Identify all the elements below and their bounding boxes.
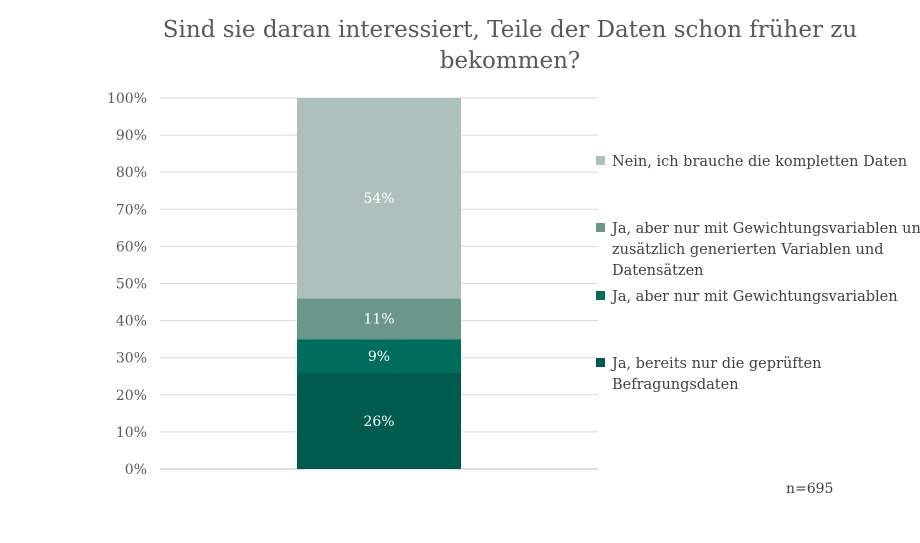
bar-segment-1 — [297, 372, 461, 469]
bar-segment-2 — [297, 339, 461, 373]
y-tick-label: 90% — [116, 128, 147, 144]
data-label-2: 9% — [368, 349, 390, 365]
legend-item-gepruefte-daten: Ja, bereits nur die geprüften Befragungs… — [596, 354, 852, 396]
bar-segment-3 — [297, 298, 461, 340]
chart-title-line-2: bekommen? — [439, 48, 581, 74]
y-tick-label: 70% — [116, 202, 147, 218]
data-label-4: 54% — [363, 191, 394, 207]
y-tick-label: 50% — [116, 277, 147, 293]
data-label-3: 11% — [363, 312, 394, 328]
legend-item-gewichtung: Ja, aber nur mit Gewichtungsvariablen — [596, 287, 920, 308]
y-tick-label: 100% — [107, 91, 147, 107]
y-tick-label: 80% — [116, 165, 147, 181]
sample-size-note: n=695 — [786, 481, 834, 497]
legend-item-nein: Nein, ich brauche die kompletten Daten — [596, 152, 920, 173]
y-tick-label: 40% — [116, 314, 147, 330]
legend-swatch-gepruefte-daten — [596, 358, 605, 367]
y-tick-label: 10% — [116, 425, 147, 441]
legend-swatch-nein — [596, 156, 605, 165]
y-tick-label: 20% — [116, 388, 147, 404]
data-labels: 26% 9% 11% 54% — [363, 191, 394, 430]
legend-label-gepruefte-daten: Ja, bereits nur die geprüften Befragungs… — [612, 356, 822, 393]
legend-swatch-gewichtung — [596, 291, 605, 300]
stacked-bar — [297, 98, 461, 469]
chart-title-line-1: Sind sie daran interessiert, Teile der D… — [162, 17, 858, 43]
legend-item-gewichtung-zusaetzlich: Ja, aber nur mit Gewichtungsvariablen un… — [596, 219, 920, 282]
y-tick-label: 30% — [116, 351, 147, 367]
legend-swatch-gewichtung-zusaetzlich — [596, 223, 605, 232]
legend-label-gewichtung: Ja, aber nur mit Gewichtungsvariablen — [612, 289, 898, 305]
bar-segment-4 — [297, 98, 461, 299]
legend-label-nein: Nein, ich brauche die kompletten Daten — [612, 154, 908, 170]
y-tick-label: 0% — [125, 462, 147, 478]
data-label-1: 26% — [363, 414, 394, 430]
y-tick-label: 60% — [116, 239, 147, 255]
y-axis-ticks: 0% 10% 20% 30% 40% 50% 60% 70% 80% 90% 100% — [107, 91, 147, 478]
legend-label-gewichtung-zusaetzlich: Ja, aber nur mit Gewichtungsvariablen un… — [612, 221, 920, 279]
